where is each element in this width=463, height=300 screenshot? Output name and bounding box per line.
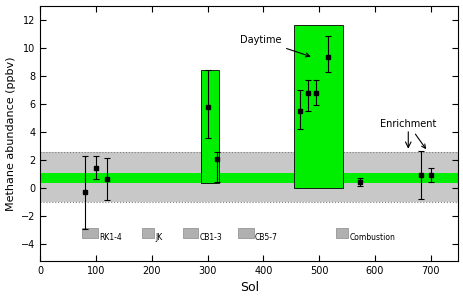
X-axis label: Sol: Sol (239, 281, 258, 294)
Bar (82, 228, 98, 238)
Text: CB5-7: CB5-7 (255, 233, 277, 242)
Text: CB1-3: CB1-3 (199, 233, 221, 242)
Bar (40, 152, 457, 202)
Bar (335, 228, 347, 238)
Text: Daytime: Daytime (239, 35, 309, 57)
Bar (201, 70, 219, 183)
Bar (142, 228, 154, 238)
Bar (182, 228, 198, 238)
Text: Combustion: Combustion (349, 233, 394, 242)
Y-axis label: Methane abundance (ppbv): Methane abundance (ppbv) (6, 56, 16, 211)
Text: RK1-4: RK1-4 (99, 233, 121, 242)
Bar (40, 173, 457, 183)
Bar (294, 25, 342, 188)
Bar (238, 228, 253, 238)
Text: JK: JK (155, 233, 162, 242)
Text: Enrichment: Enrichment (379, 119, 436, 148)
